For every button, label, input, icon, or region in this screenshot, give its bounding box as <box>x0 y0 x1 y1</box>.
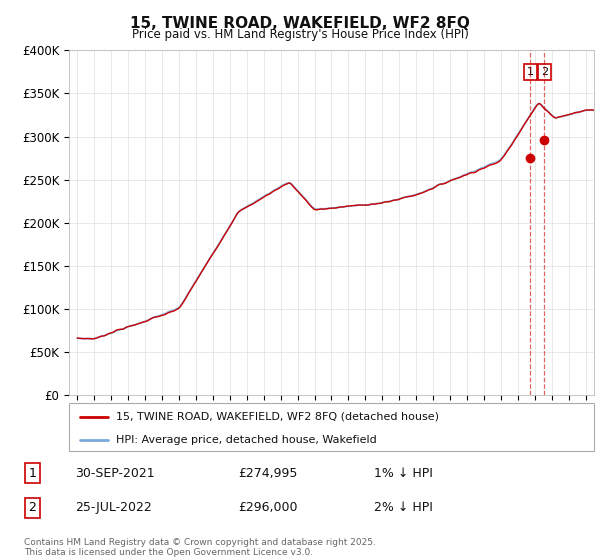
Text: 15, TWINE ROAD, WAKEFIELD, WF2 8FQ: 15, TWINE ROAD, WAKEFIELD, WF2 8FQ <box>130 16 470 31</box>
Text: £296,000: £296,000 <box>238 501 298 514</box>
Text: 2: 2 <box>541 67 548 77</box>
Text: 30-SEP-2021: 30-SEP-2021 <box>75 467 154 480</box>
Text: 2% ↓ HPI: 2% ↓ HPI <box>374 501 433 514</box>
Text: £274,995: £274,995 <box>238 467 298 480</box>
Text: 25-JUL-2022: 25-JUL-2022 <box>75 501 152 514</box>
Text: 1% ↓ HPI: 1% ↓ HPI <box>374 467 433 480</box>
Text: 1: 1 <box>527 67 534 77</box>
Text: HPI: Average price, detached house, Wakefield: HPI: Average price, detached house, Wake… <box>116 435 377 445</box>
Text: Price paid vs. HM Land Registry's House Price Index (HPI): Price paid vs. HM Land Registry's House … <box>131 28 469 41</box>
Text: 1: 1 <box>29 467 37 480</box>
Text: 15, TWINE ROAD, WAKEFIELD, WF2 8FQ (detached house): 15, TWINE ROAD, WAKEFIELD, WF2 8FQ (deta… <box>116 412 439 422</box>
Text: 2: 2 <box>29 501 37 514</box>
Text: Contains HM Land Registry data © Crown copyright and database right 2025.
This d: Contains HM Land Registry data © Crown c… <box>24 538 376 557</box>
FancyBboxPatch shape <box>69 403 594 451</box>
